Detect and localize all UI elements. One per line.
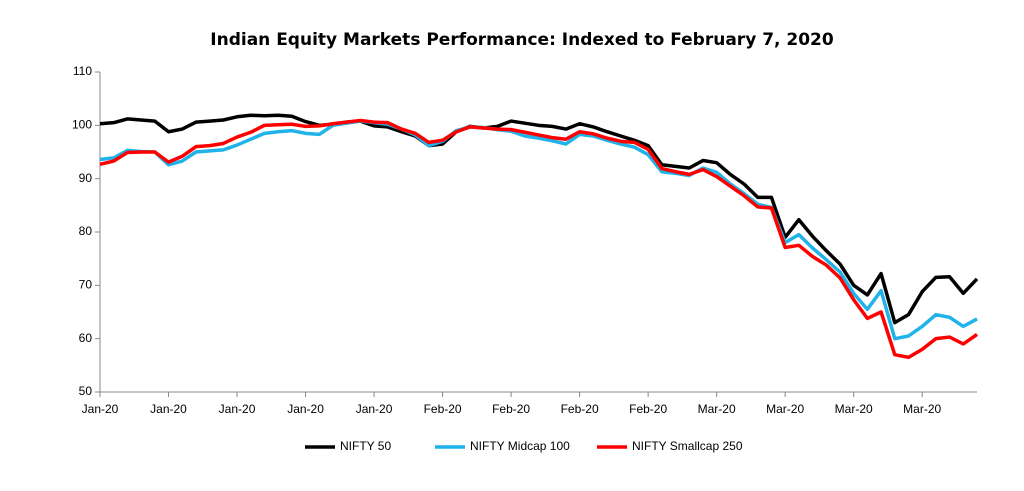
x-tick-label: Jan-20: [150, 402, 187, 416]
x-tick-label: Jan-20: [287, 402, 324, 416]
legend-label: NIFTY Midcap 100: [470, 439, 570, 453]
x-tick-label: Jan-20: [82, 402, 119, 416]
x-tick-label: Mar-20: [766, 402, 804, 416]
legend-label: NIFTY Smallcap 250: [632, 439, 743, 453]
y-tick-label: 50: [79, 384, 93, 398]
x-tick-label: Mar-20: [698, 402, 736, 416]
y-tick-label: 100: [72, 118, 92, 132]
legend-label: NIFTY 50: [340, 439, 391, 453]
x-tick-label: Feb-20: [629, 402, 667, 416]
series-line: [99, 119, 978, 341]
x-tick-label: Feb-20: [424, 402, 462, 416]
y-tick-label: 80: [79, 224, 93, 238]
y-tick-label: 70: [79, 278, 93, 292]
series-line: [99, 118, 979, 360]
x-tick-label: Mar-20: [835, 402, 873, 416]
y-tick-label: 110: [73, 64, 92, 78]
chart-title: Indian Equity Markets Performance: Index…: [210, 30, 834, 50]
x-tick-label: Mar-20: [903, 402, 941, 416]
x-tick-label: Feb-20: [492, 402, 530, 416]
x-tick-label: Feb-20: [561, 402, 599, 416]
y-tick-label: 90: [79, 171, 93, 185]
x-tick-label: Jan-20: [219, 402, 256, 416]
x-tick-label: Jan-20: [356, 402, 393, 416]
series-line: [99, 113, 979, 325]
y-tick-label: 60: [79, 331, 93, 345]
